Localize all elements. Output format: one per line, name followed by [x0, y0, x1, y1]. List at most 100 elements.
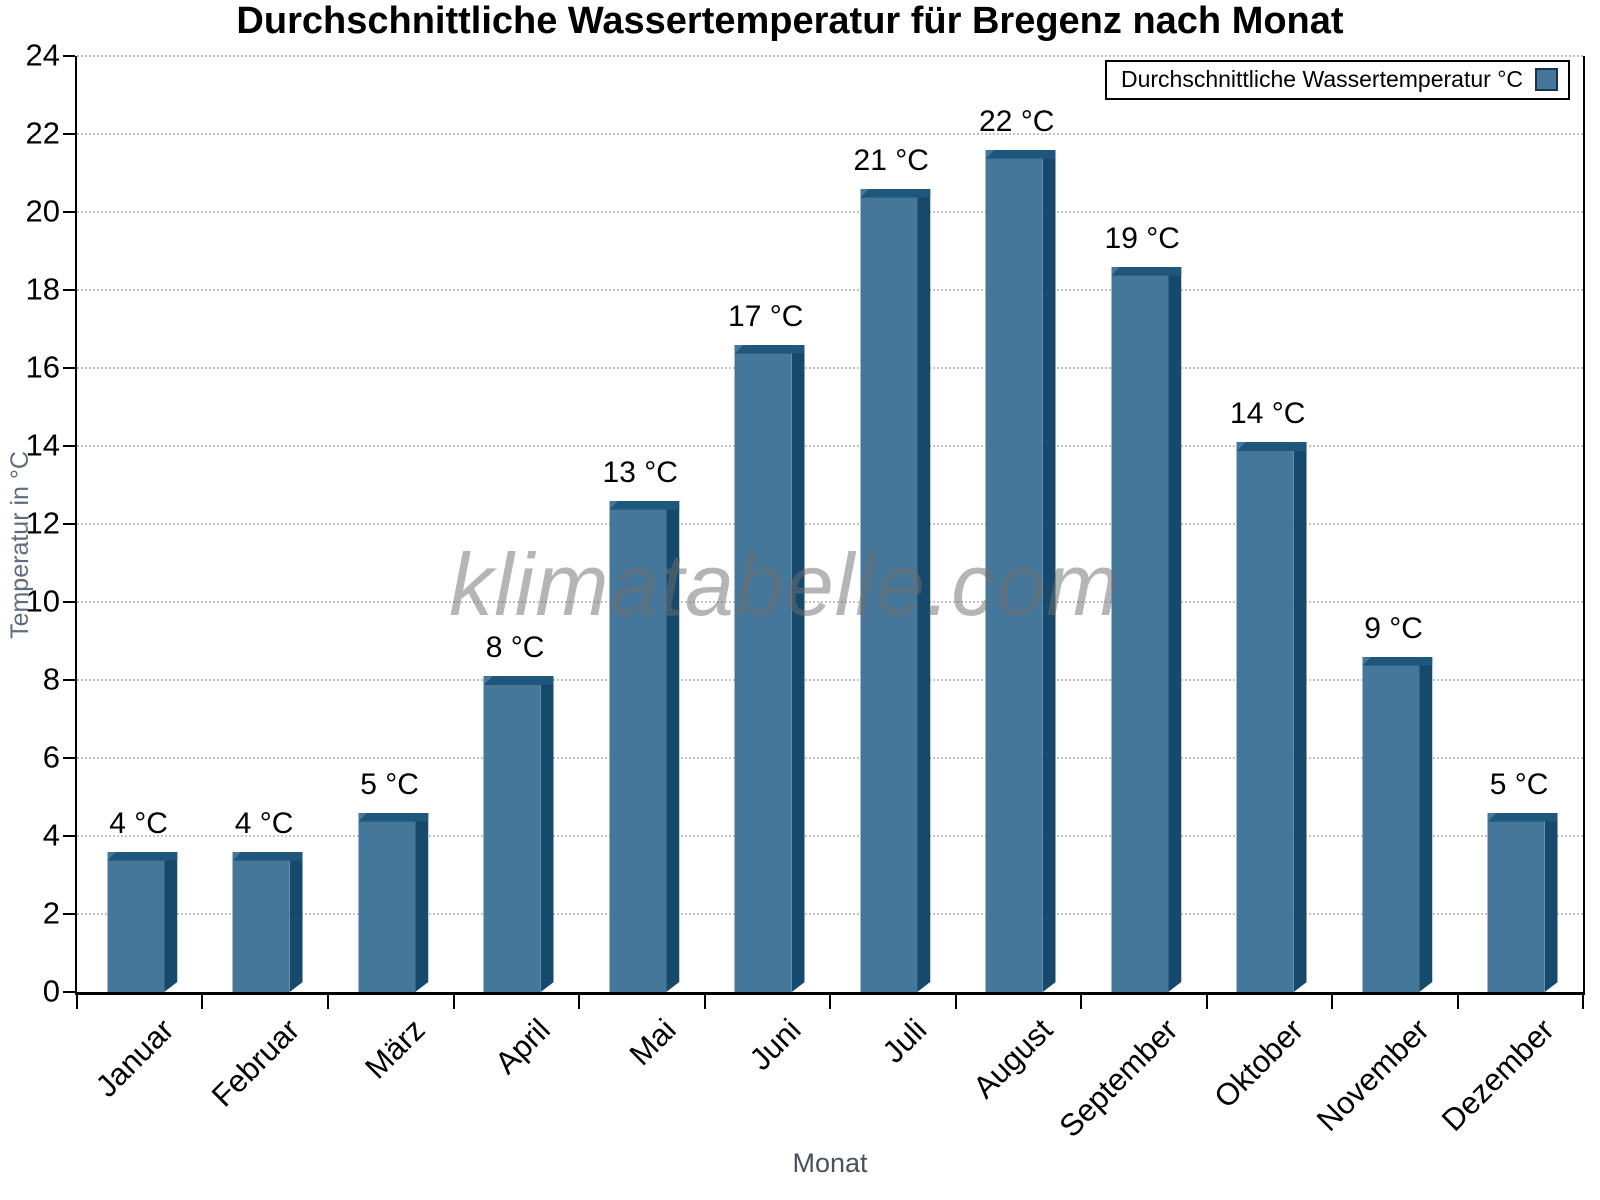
y-axis-tick-2 [63, 912, 75, 915]
gridline-2 [77, 912, 1583, 915]
bar-value-label-juli: 21 °C [853, 143, 929, 177]
bar-slot-mai: 13 °C Mai [579, 56, 705, 1072]
x-axis-tick-0 [76, 995, 78, 1009]
bar-dezember [1487, 812, 1558, 992]
y-axis-tick-label-16: 16 [25, 349, 60, 385]
bar-januar [107, 851, 178, 992]
gridline-24 [77, 55, 1583, 57]
x-axis-tick-8 [1079, 995, 1082, 1009]
bar-side-edge [792, 345, 805, 992]
gridline-16 [77, 366, 1583, 369]
bar-april [483, 676, 554, 992]
bar-februar [232, 851, 303, 992]
legend: Durchschnittliche Wassertemperatur °C [1104, 60, 1570, 100]
bar-slot-september: 19 °C September [1053, 56, 1207, 1144]
bar-value-label-september: 19 °C [1104, 221, 1180, 255]
bar-side-edge [415, 813, 428, 992]
bar-slot-märz: 5 °C März [328, 56, 454, 1086]
bar-slot-august: 22 °C August [956, 56, 1082, 1105]
bar-face [107, 851, 165, 992]
bar-slots: 4 °C Januar 4 °C Februar 5 °C März 8 °C April 13… [77, 56, 1584, 1144]
gridline-12 [77, 523, 1583, 525]
bar-slot-dezember: 5 °C Dezember [1435, 56, 1584, 1138]
bar-juni [734, 344, 805, 992]
bar-side-edge [666, 501, 679, 992]
bar-face [609, 500, 667, 992]
plot-area: 0 2 4 6 8 10 12 14 16 18 20 22 24 4 °C Januar 4 °C Febr… [26, 37, 1585, 1144]
bar-side-edge [164, 852, 177, 992]
bar-top-edge [358, 812, 429, 822]
y-axis-tick-label-12: 12 [25, 505, 60, 541]
y-axis-tick-18 [63, 289, 75, 291]
x-axis-tick-11 [1456, 995, 1459, 1009]
legend-color-swatch-icon [1535, 68, 1558, 91]
x-axis-title: Monat [792, 1148, 868, 1178]
y-axis-tick-6 [63, 757, 75, 759]
x-axis-tick-4 [577, 995, 580, 1009]
y-axis-tick-4 [63, 835, 75, 837]
gridline-10 [77, 601, 1583, 603]
x-axis-tick-2 [326, 995, 329, 1009]
bar-value-label-februar: 4 °C [234, 806, 294, 840]
y-axis-tick-label-2: 2 [42, 895, 60, 931]
gridline-20 [77, 210, 1583, 213]
bar-slot-oktober: 14 °C Oktober [1207, 56, 1333, 1115]
bar-value-label-märz: 5 °C [360, 767, 419, 801]
bar-value-label-april: 8 °C [485, 631, 545, 665]
y-axis-tick-0 [63, 991, 75, 993]
x-axis-tick-1 [201, 995, 204, 1009]
bar-face [985, 149, 1043, 992]
bar-top-edge [1487, 812, 1558, 822]
bar-top-edge [860, 188, 931, 198]
x-axis-label-mai: Mai [622, 1012, 683, 1073]
bar-slot-november: 9 °C November [1310, 56, 1458, 1138]
y-axis-tick-16 [63, 366, 75, 369]
bar-face [358, 812, 416, 992]
gridline-22 [77, 132, 1583, 135]
bar-august [985, 149, 1056, 992]
y-axis-tick-label-10: 10 [25, 583, 60, 619]
x-axis-tick-9 [1205, 995, 1208, 1009]
bar-top-edge [1362, 656, 1433, 666]
bar-top-edge [1236, 442, 1307, 452]
bar-slot-februar: 4 °C Februar [203, 56, 329, 1114]
bar-face [734, 344, 792, 992]
x-axis-label-juli: Juli [875, 1012, 934, 1070]
y-axis-tick-label-18: 18 [25, 271, 60, 307]
gridline-8 [77, 678, 1583, 681]
bar-value-label-august: 22 °C [979, 104, 1055, 138]
bar-side-edge [290, 852, 303, 992]
x-axis-tick-3 [452, 995, 455, 1009]
bar-side-edge [1419, 657, 1432, 992]
bar-value-label-oktober: 14 °C [1230, 397, 1306, 431]
x-axis-tick-7 [954, 995, 957, 1009]
y-axis-tick-24 [63, 55, 75, 57]
chart-title: Durchschnittliche Wassertemperatur für B… [236, 0, 1344, 42]
x-axis-label-april: April [488, 1012, 557, 1081]
bar-juli [860, 188, 931, 992]
bar-side-edge [541, 676, 554, 992]
bar-top-edge [483, 676, 554, 686]
y-axis-tick-label-20: 20 [25, 193, 60, 229]
x-axis-label-februar: Februar [204, 1012, 306, 1114]
y-axis-tick-label-4: 4 [42, 817, 60, 853]
bar-value-label-november: 9 °C [1364, 611, 1423, 645]
bar-value-label-juni: 17 °C [728, 299, 804, 333]
bar-mai [609, 500, 680, 992]
y-axis-tick-label-6: 6 [42, 739, 60, 775]
x-axis-label-september: September [1052, 1012, 1185, 1144]
bar-face [1236, 442, 1294, 992]
bar-top-edge [609, 500, 680, 510]
bar-slot-juli: 21 °C Juli [830, 56, 956, 1070]
bar-side-edge [1043, 150, 1056, 992]
bar-face [483, 676, 541, 992]
bar-value-label-mai: 13 °C [602, 455, 678, 489]
x-axis-label-juni: Juni [743, 1012, 808, 1077]
bar-top-edge [985, 149, 1056, 159]
bar-face [232, 851, 290, 992]
watermark: klimatabelle.com [449, 534, 1121, 634]
bar-side-edge [1294, 442, 1307, 992]
bar-side-edge [1545, 813, 1558, 992]
bar-face [1111, 266, 1169, 992]
